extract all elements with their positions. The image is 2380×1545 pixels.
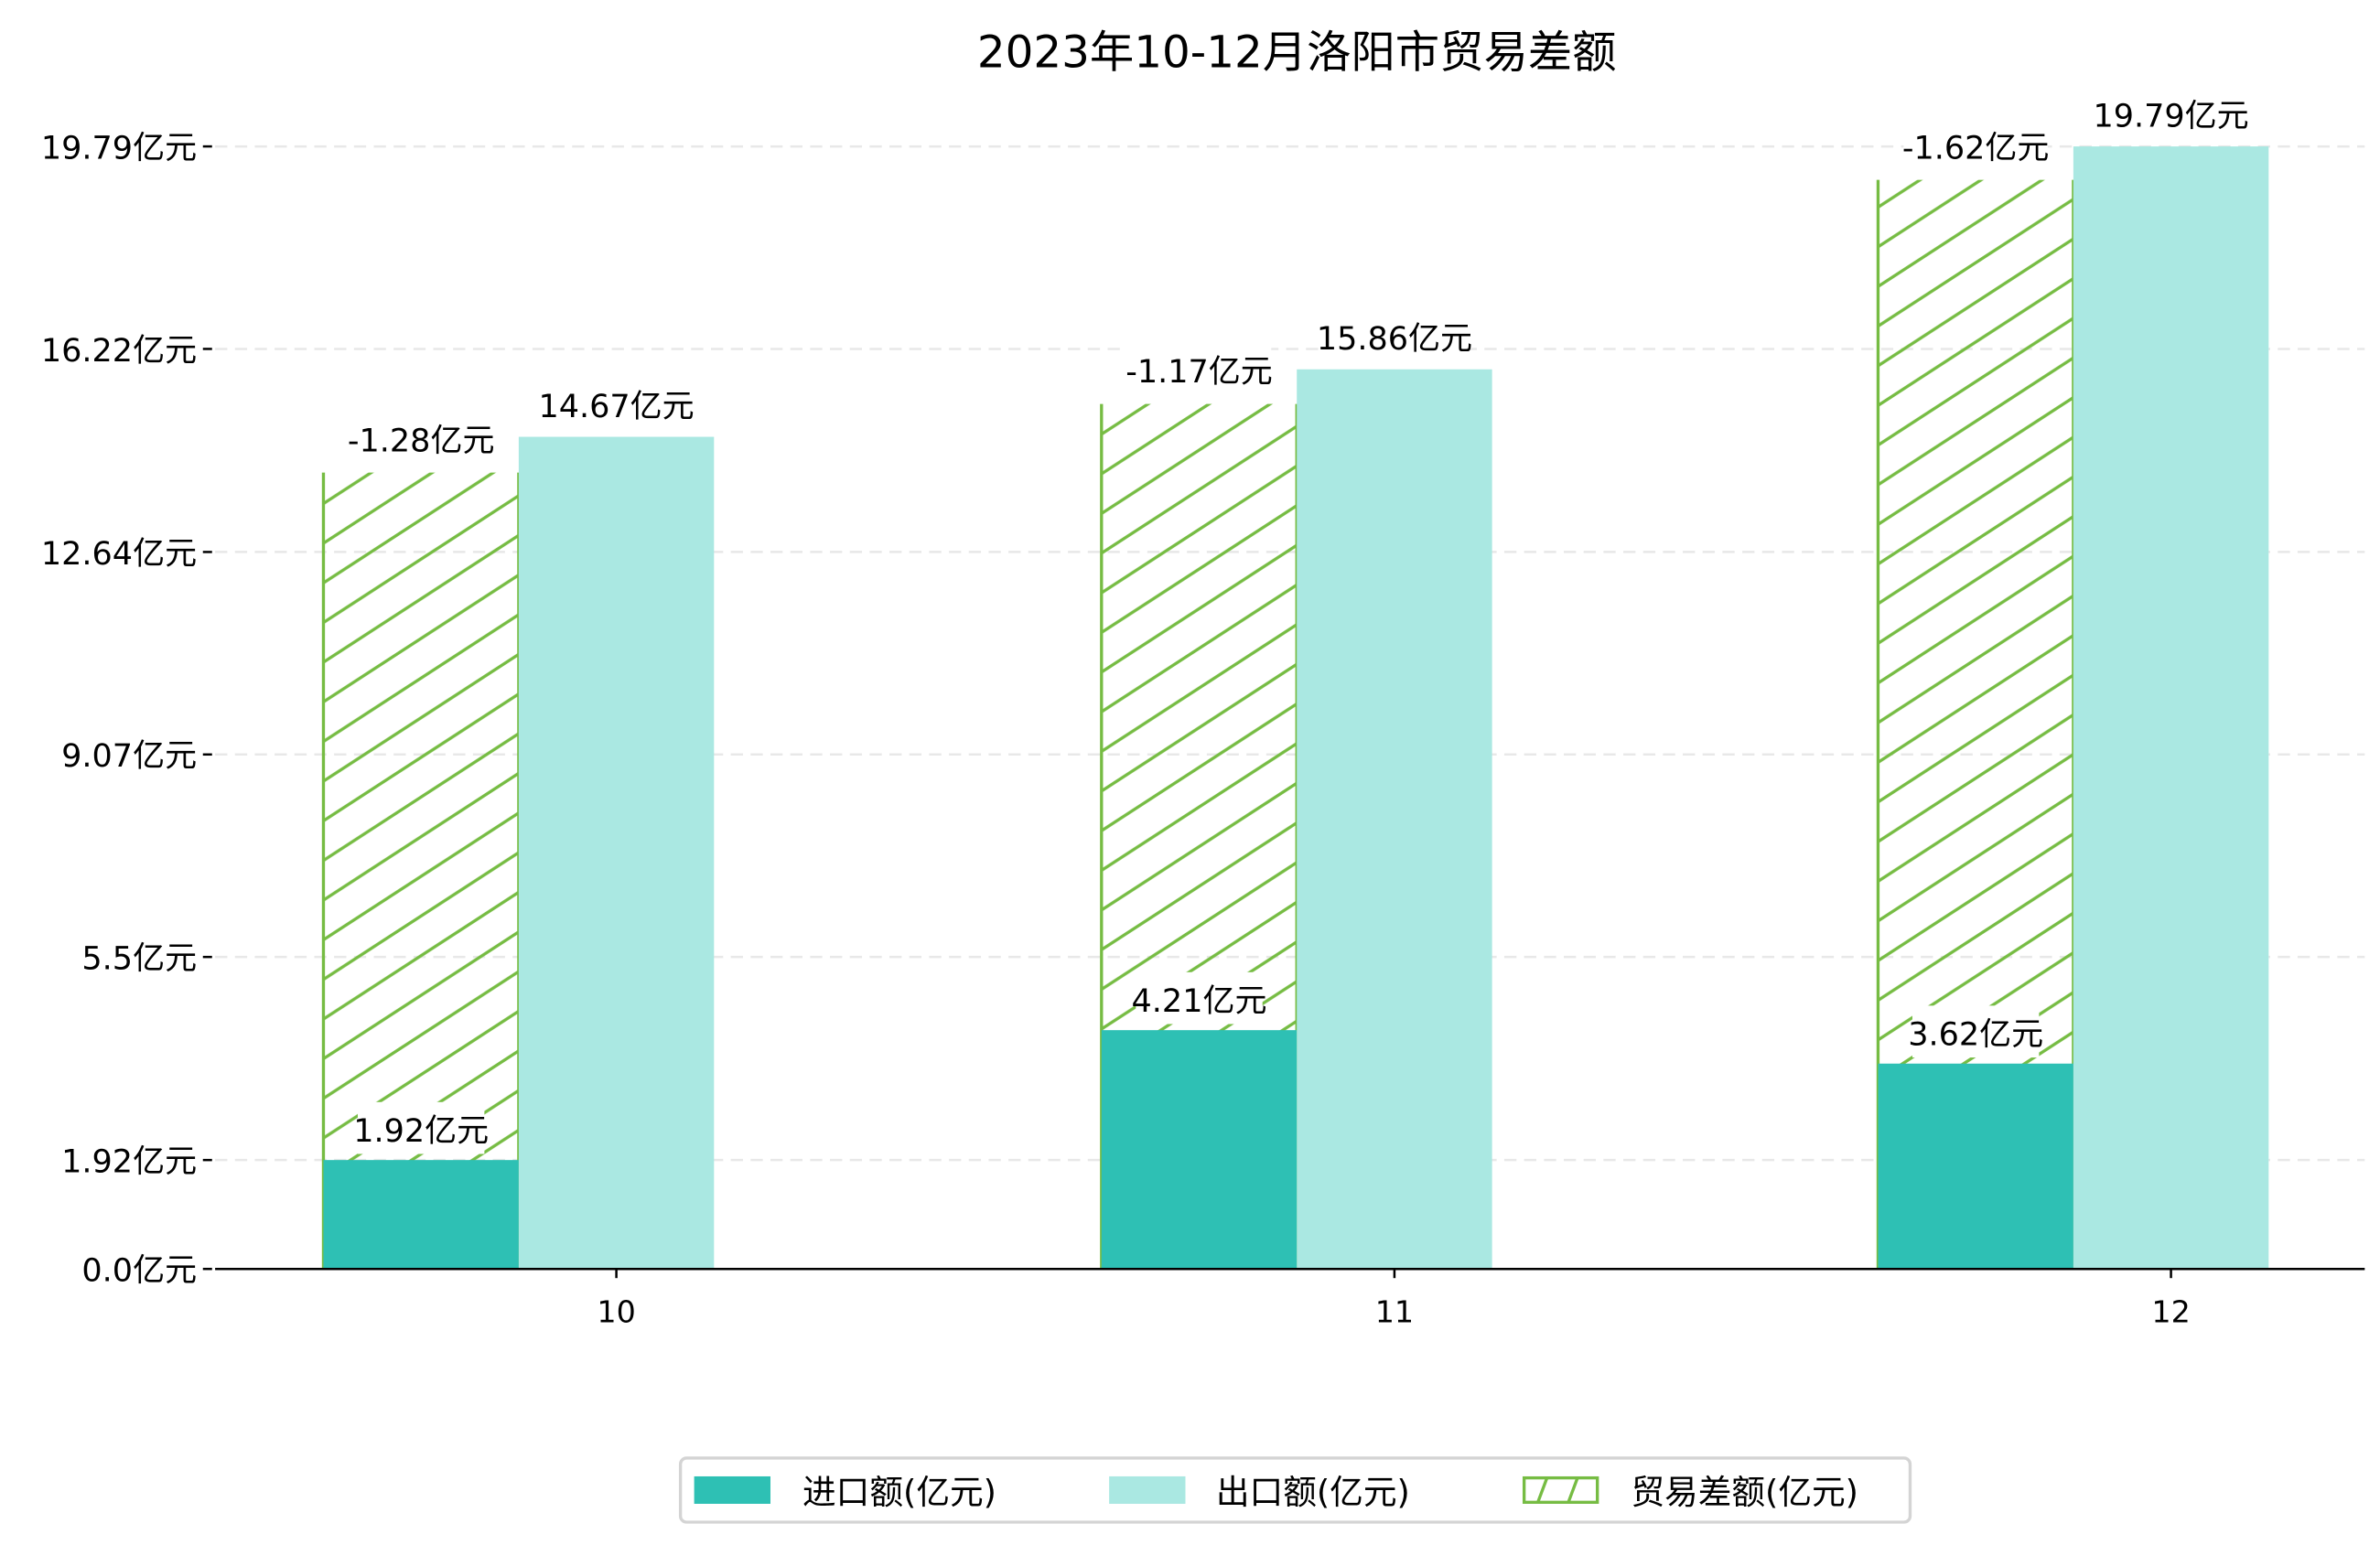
legend-swatch — [1109, 1475, 1186, 1504]
y-tick-label: 5.5亿元 — [81, 941, 197, 978]
balance-label: -1.17亿元 — [1125, 354, 1273, 391]
balance-label: -1.62亿元 — [1902, 130, 2050, 166]
import-label-bg — [357, 1101, 485, 1154]
import-label: 3.62亿元 — [1908, 1017, 2043, 1054]
y-tick-label: 0.0亿元 — [81, 1253, 197, 1290]
export-label: 14.67亿元 — [538, 389, 694, 425]
import-label: 4.21亿元 — [1132, 983, 1267, 1020]
export-label-bg — [544, 377, 689, 430]
x-tick-label: 11 — [1375, 1294, 1414, 1330]
export-label: 19.79亿元 — [2093, 98, 2248, 134]
import-label-bg — [1912, 1005, 2040, 1058]
balance-label-bg — [1903, 118, 2048, 171]
export-label-bg — [2098, 87, 2244, 139]
x-tick-label: 12 — [2151, 1294, 2190, 1330]
import-bar — [323, 1160, 519, 1270]
legend-hatch-icon — [1536, 1477, 1579, 1503]
export-label-bg — [1322, 309, 1467, 362]
export-bar — [518, 436, 715, 1270]
legend-label: 出口额(亿元) — [1216, 1473, 1410, 1512]
import-label: 1.92亿元 — [353, 1113, 489, 1150]
export-label: 15.86亿元 — [1317, 321, 1472, 358]
legend-frame — [678, 1456, 1912, 1524]
y-tick-label: 19.79亿元 — [41, 130, 197, 166]
y-tick-label: 16.22亿元 — [41, 333, 197, 370]
legend-label: 进口额(亿元) — [802, 1473, 996, 1512]
legend-label: 贸易差额(亿元) — [1631, 1473, 1858, 1512]
y-tick-label: 9.07亿元 — [61, 738, 197, 775]
y-tick-label: 1.92亿元 — [61, 1143, 197, 1180]
import-bar — [1878, 1063, 2073, 1270]
import-bar — [1101, 1030, 1298, 1270]
legend-hatch-swatch — [1522, 1475, 1599, 1504]
import-label-bg — [1136, 971, 1263, 1025]
y-tick-label: 12.64亿元 — [41, 536, 197, 573]
balance-label-bg — [349, 411, 493, 464]
x-tick-label: 10 — [597, 1294, 635, 1330]
export-bar — [2073, 146, 2269, 1270]
balance-label-bg — [1126, 342, 1272, 395]
balance-label: -1.28亿元 — [348, 423, 495, 459]
chart-title: 2023年10-12月洛阳市贸易差额 — [977, 27, 1617, 78]
legend-swatch — [694, 1475, 770, 1504]
export-bar — [1297, 369, 1492, 1270]
legend: 进口额(亿元) 出口额(亿元) 贸易差额(亿元) — [678, 1456, 1912, 1524]
